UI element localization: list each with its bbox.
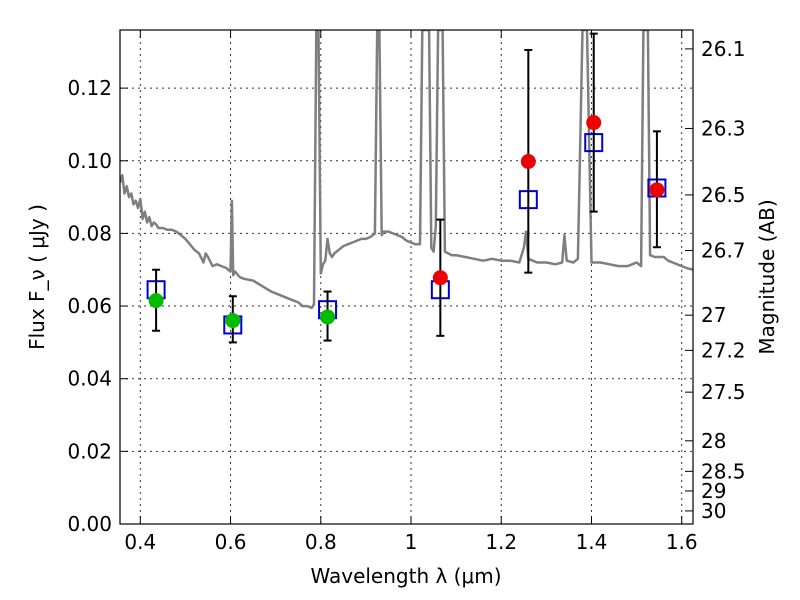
y-tick-label: 0.04 (67, 367, 112, 391)
observed-point (320, 309, 336, 325)
observed-points (148, 115, 665, 329)
error-bars (152, 32, 661, 344)
y-tick-label: 0.12 (67, 76, 112, 100)
y-axis-ticks: 0.00 0.02 0.04 0.06 0.08 0.10 0.12 (67, 76, 128, 536)
right-tick-label: 27.5 (701, 380, 746, 404)
observed-point (520, 153, 536, 169)
right-tick-label: 27 (701, 303, 726, 327)
x-tick-label: 0.6 (215, 530, 247, 554)
plot-frame (119, 29, 694, 525)
y-tick-label: 0.00 (67, 512, 112, 536)
y-tick-label: 0.10 (67, 149, 112, 173)
x-tick-label: 1.6 (666, 530, 698, 554)
x-tick-label: 1.4 (576, 530, 608, 554)
x-axis-label: Wavelength λ (μm) (310, 564, 501, 588)
y-tick-label: 0.02 (67, 439, 112, 463)
y-axis-label: Flux F_ν ( μJy ) (25, 204, 49, 350)
x-tick-label: 1 (405, 530, 418, 554)
y-tick-label: 0.06 (67, 294, 112, 318)
right-axis-label: Magnitude (AB) (755, 199, 779, 354)
y-tick-label: 0.08 (67, 221, 112, 245)
right-tick-label: 26.7 (701, 238, 746, 262)
observed-point (225, 313, 241, 329)
x-tick-label: 1.2 (485, 530, 517, 554)
observed-point (649, 182, 665, 198)
right-tick-label: 26.5 (701, 183, 746, 207)
right-tick-label: 28.5 (701, 459, 746, 483)
observed-point (148, 293, 164, 309)
right-tick-label: 30 (701, 499, 726, 523)
observed-point (432, 270, 448, 286)
model-spectrum-line (120, 30, 693, 310)
x-tick-label: 0.4 (124, 530, 156, 554)
observed-point (586, 115, 602, 131)
right-tick-label: 28 (701, 429, 726, 453)
x-tick-label: 0.8 (305, 530, 337, 554)
right-tick-label: 26.1 (701, 37, 746, 61)
right-tick-label: 27.2 (701, 338, 746, 362)
grid-lines (120, 30, 693, 525)
right-tick-label: 26.3 (701, 116, 746, 140)
right-tick-label: 29 (701, 479, 726, 503)
model-points (146, 133, 667, 335)
x-axis-ticks: 0.4 0.6 0.8 1 1.2 1.4 1.6 (124, 30, 698, 554)
